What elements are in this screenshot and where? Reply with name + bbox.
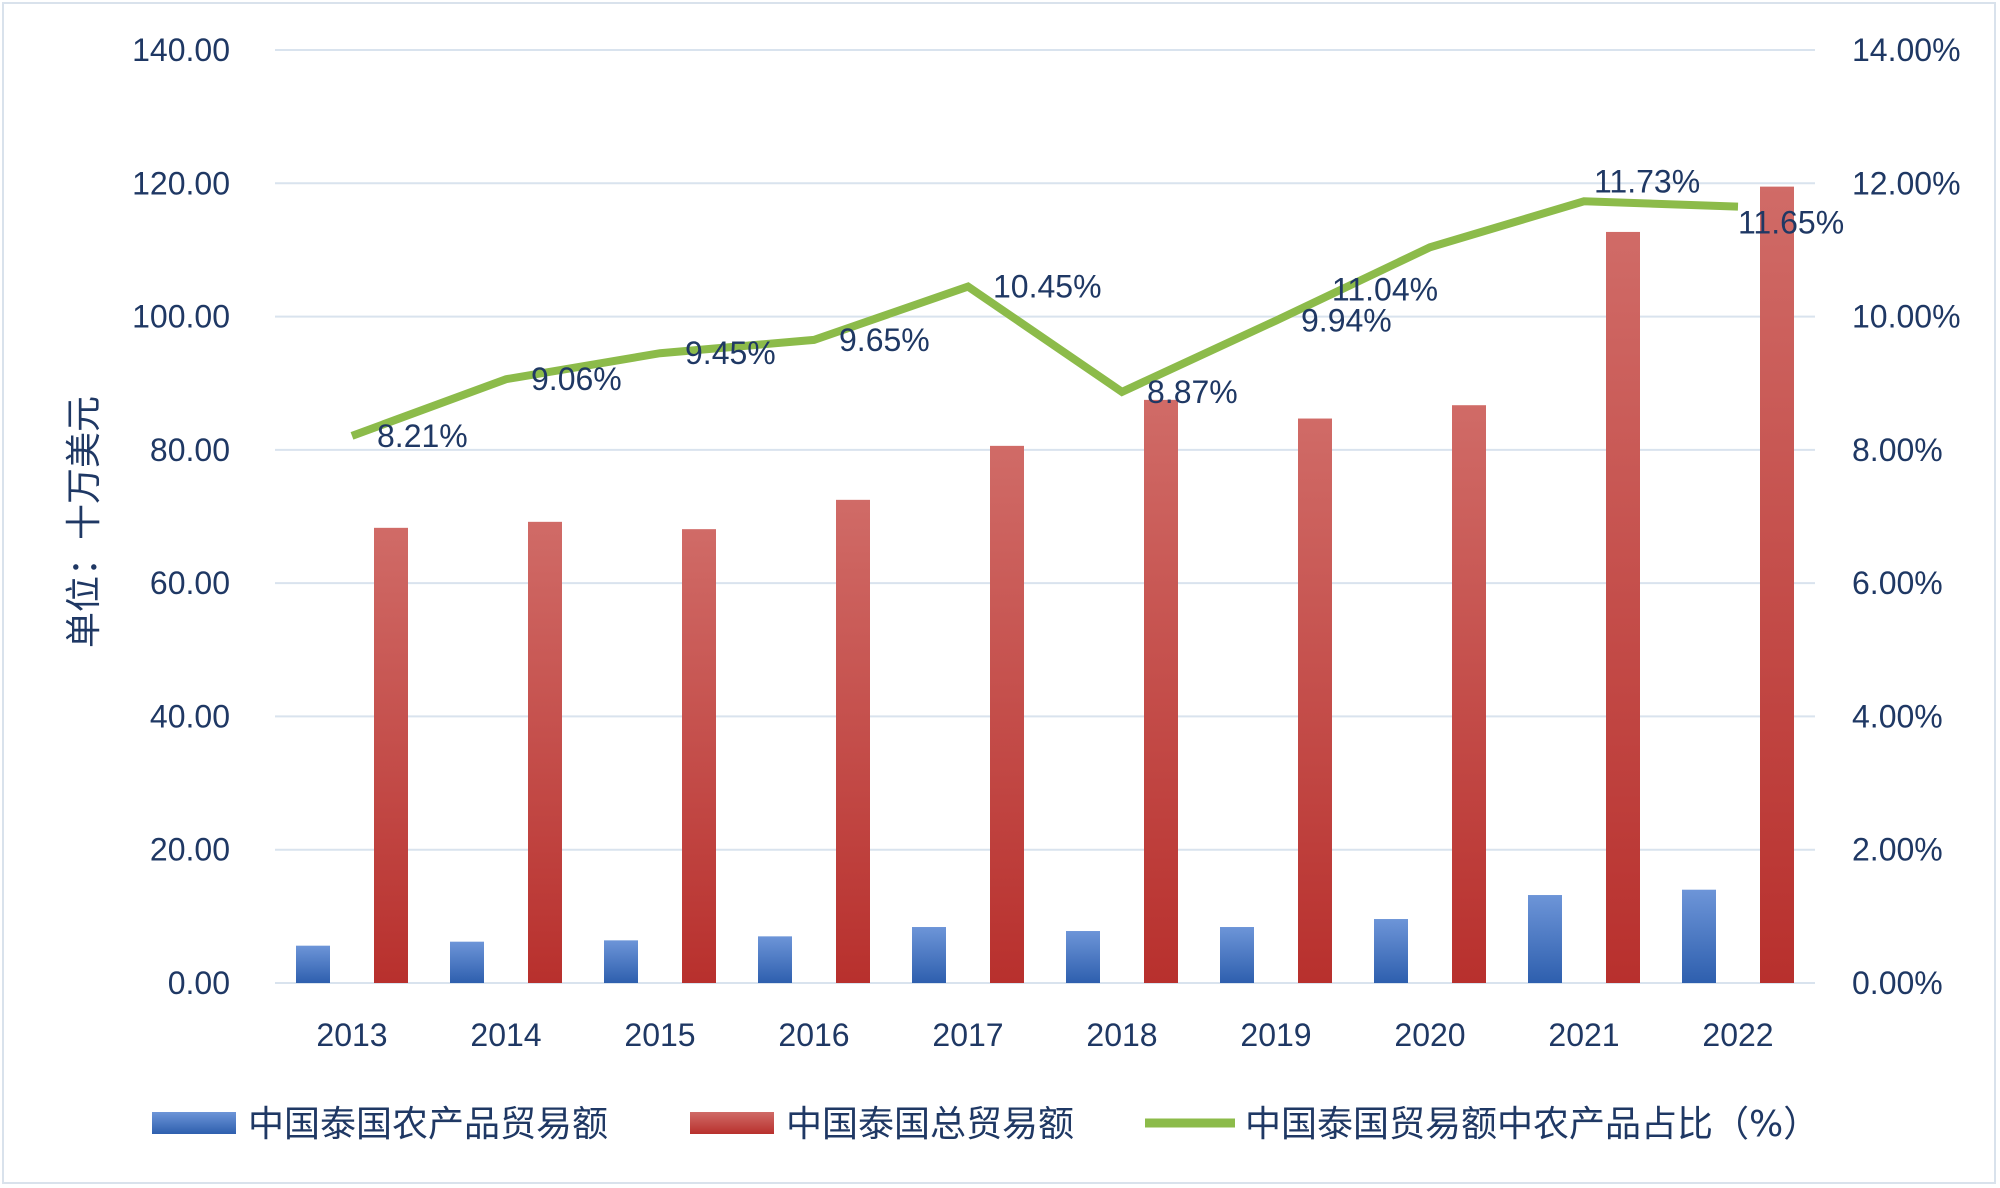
- bar-total-2013: [374, 527, 408, 983]
- bar-total-2015: [682, 529, 716, 983]
- line-data-label: 9.94%: [1301, 303, 1392, 339]
- bar-agri-2018: [1066, 931, 1100, 983]
- bar-total-2019: [1298, 418, 1332, 983]
- x-tick-label: 2016: [778, 1017, 849, 1053]
- x-tick-label: 2022: [1702, 1017, 1773, 1053]
- bar-agri-2021: [1528, 895, 1562, 983]
- line-share: [350, 197, 1739, 440]
- left-tick-label: 40.00: [150, 698, 230, 734]
- bar-agri-2013: [296, 945, 330, 983]
- bar-agri-2017: [912, 927, 946, 983]
- line-data-label: 11.73%: [1594, 163, 1700, 199]
- line-data-label: 11.65%: [1738, 205, 1844, 241]
- y-axis-label: 单位：十万美元: [64, 396, 105, 648]
- bar-total-2022: [1760, 186, 1794, 983]
- right-tick-label: 8.00%: [1852, 432, 1943, 468]
- x-tick-label: 2019: [1240, 1017, 1311, 1053]
- line-data-label: 10.45%: [993, 269, 1102, 305]
- x-tick-label: 2021: [1548, 1017, 1619, 1053]
- legend-label-share: 中国泰国贸易额中农产品占比（%）: [1245, 1104, 1819, 1145]
- x-axis-ticks: 2013 2014 2015 2016 2017 2018 2019 2020 2021 2022: [316, 1017, 1773, 1053]
- legend-swatch-agri: [152, 1112, 236, 1134]
- bar-series: [296, 186, 1794, 983]
- bar-agri-2015: [604, 940, 638, 983]
- x-tick-label: 2014: [470, 1017, 541, 1053]
- left-tick-label: 80.00: [150, 432, 230, 468]
- x-tick-label: 2015: [624, 1017, 695, 1053]
- legend-label-total: 中国泰国总贸易额: [786, 1104, 1074, 1145]
- bar-total-2014: [528, 521, 562, 983]
- bar-agri-2020: [1374, 919, 1408, 983]
- right-axis-ticks: 0.00% 2.00% 4.00% 6.00% 8.00% 10.00% 12.00% 14.…: [1852, 32, 1961, 1001]
- bar-total-2016: [836, 499, 870, 983]
- bar-agri-2014: [450, 941, 484, 983]
- legend-label-agri: 中国泰国农产品贸易额: [248, 1104, 608, 1145]
- line-data-label: 9.65%: [839, 322, 930, 358]
- right-tick-label: 4.00%: [1852, 698, 1943, 734]
- right-tick-label: 12.00%: [1852, 165, 1961, 201]
- line-series: [350, 197, 1739, 440]
- right-tick-label: 2.00%: [1852, 832, 1943, 868]
- left-tick-label: 60.00: [150, 565, 230, 601]
- left-tick-label: 20.00: [150, 832, 230, 868]
- line-data-labels: 8.21% 9.06% 9.45% 9.65% 10.45% 8.87% 9.94%11.0…: [377, 163, 1844, 454]
- x-tick-label: 2017: [932, 1017, 1003, 1053]
- line-data-label: 9.45%: [685, 335, 776, 371]
- right-tick-label: 10.00%: [1852, 299, 1961, 335]
- line-data-label: 8.87%: [1147, 374, 1238, 410]
- bar-total-2017: [990, 445, 1024, 983]
- bar-agri-2019: [1220, 927, 1254, 983]
- bar-total-2021: [1606, 231, 1640, 983]
- x-tick-label: 2013: [316, 1017, 387, 1053]
- left-tick-label: 140.00: [132, 32, 230, 68]
- line-data-label: 8.21%: [377, 418, 468, 454]
- legend-swatch-total: [690, 1112, 774, 1134]
- bar-total-2020: [1452, 405, 1486, 983]
- bar-total-2018: [1144, 399, 1178, 983]
- right-tick-label: 14.00%: [1852, 32, 1961, 68]
- x-tick-label: 2018: [1086, 1017, 1157, 1053]
- legend: 中国泰国农产品贸易额 中国泰国总贸易额 中国泰国贸易额中农产品占比（%）: [152, 1104, 1819, 1145]
- left-tick-label: 100.00: [132, 299, 230, 335]
- x-tick-label: 2020: [1394, 1017, 1465, 1053]
- left-tick-label: 0.00: [168, 965, 230, 1001]
- left-axis-ticks: 0.00 20.00 40.00 60.00 80.00 100.00 120.00 140.…: [132, 32, 230, 1001]
- bar-agri-2022: [1682, 889, 1716, 983]
- gridlines: [275, 49, 1815, 984]
- right-tick-label: 6.00%: [1852, 565, 1943, 601]
- line-data-label: 9.06%: [531, 361, 622, 397]
- bar-agri-2016: [758, 936, 792, 983]
- left-tick-label: 120.00: [132, 165, 230, 201]
- line-data-label: 11.04%: [1332, 271, 1438, 307]
- right-tick-label: 0.00%: [1852, 965, 1943, 1001]
